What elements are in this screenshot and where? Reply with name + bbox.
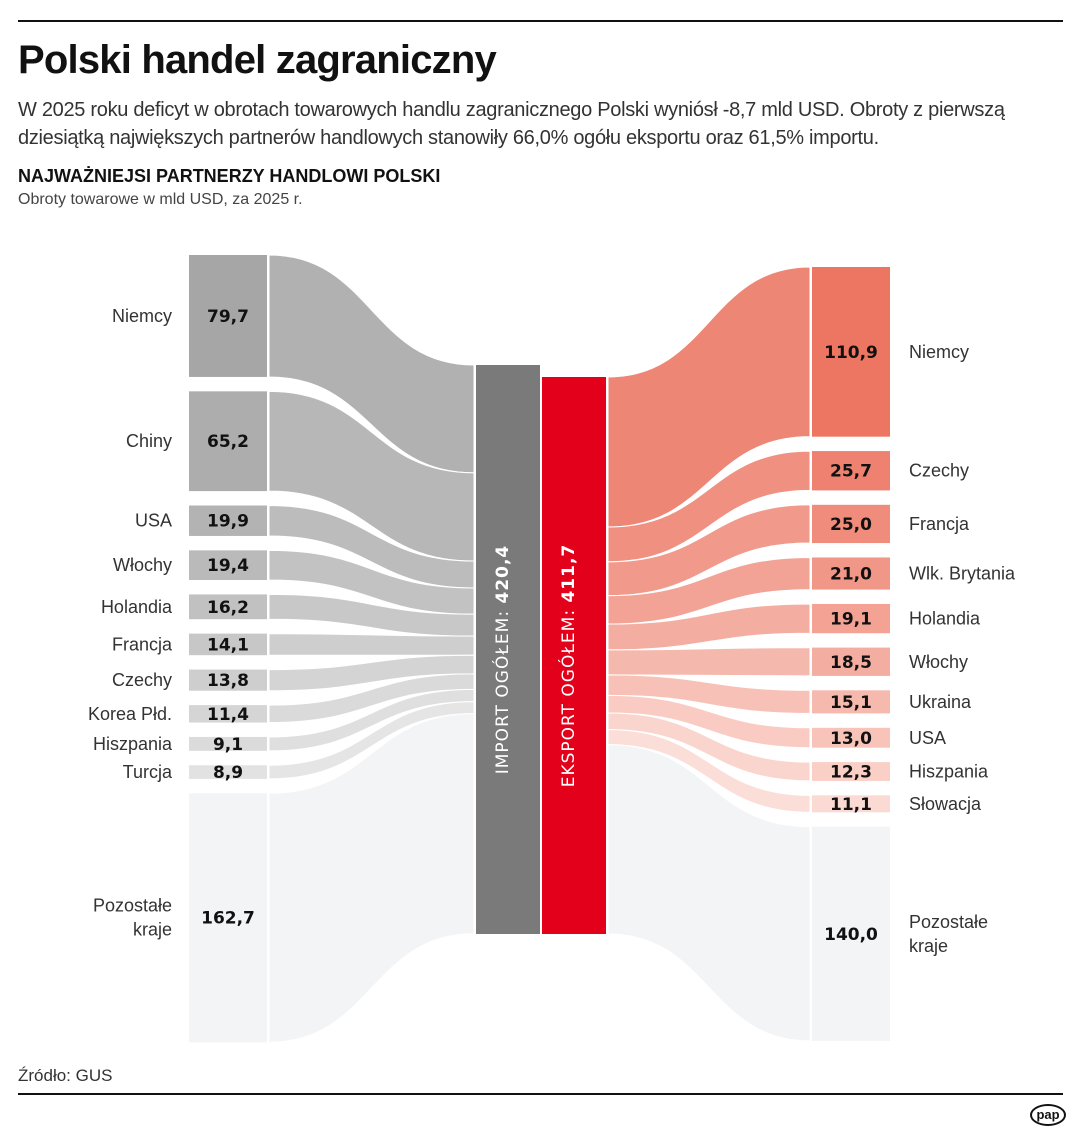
- import-node-holandia: [189, 594, 267, 620]
- export-label-hiszpania: Hiszpania: [909, 762, 989, 782]
- export-node-pozostałe-kraje: [812, 826, 890, 1041]
- import-node-usa: [189, 505, 267, 536]
- import-value-chiny: 65,2: [207, 432, 249, 452]
- import-label-hiszpania: Hiszpania: [93, 734, 173, 754]
- import-value-francja: 14,1: [207, 635, 249, 655]
- import-node-pozostałe-kraje: [189, 793, 267, 1043]
- export-value-pozostałe-kraje: 140,0: [824, 925, 878, 945]
- import-value-korea-płd-: 11,4: [207, 705, 249, 725]
- import-node-korea-płd-: [189, 705, 267, 723]
- export-value-ukraina: 15,1: [830, 693, 872, 713]
- import-label-niemcy: Niemcy: [112, 306, 172, 326]
- export-value-holandia: 19,1: [830, 610, 872, 630]
- export-value-niemcy: 110,9: [824, 343, 878, 363]
- chart-title: NAJWAŻNIEJSI PARTNERZY HANDLOWI POLSKI: [18, 166, 441, 186]
- import-node-turcja: [189, 765, 267, 779]
- import-node-niemcy: [189, 255, 267, 377]
- import-node-włochy: [189, 550, 267, 581]
- export-node-czechy: [812, 451, 890, 491]
- import-value-turcja: 8,9: [213, 763, 243, 783]
- export-label-pozostałe-kraje: Pozostałe kraje: [909, 912, 988, 956]
- import-node-czechy: [189, 669, 267, 691]
- export-value-słowacja: 11,1: [830, 795, 872, 815]
- export-label-włochy: Włochy: [909, 652, 968, 672]
- export-node-holandia: [812, 603, 890, 634]
- import-flow-francja: [268, 633, 475, 656]
- export-label-niemcy: Niemcy: [909, 342, 969, 362]
- export-label-czechy: Czechy: [909, 461, 969, 481]
- export-value-usa: 13,0: [830, 729, 872, 749]
- export-label-usa: USA: [909, 728, 946, 748]
- import-value-hiszpania: 9,1: [213, 735, 243, 755]
- import-label-holandia: Holandia: [101, 597, 173, 617]
- import-label-czechy: Czechy: [112, 670, 172, 690]
- export-flow-pozostałe-kraje: [607, 744, 811, 1042]
- import-value-usa: 19,9: [207, 512, 249, 532]
- import-label-turcja: Turcja: [123, 762, 173, 782]
- import-label-włochy: Włochy: [113, 555, 172, 575]
- import-total-label: IMPORT OGÓŁEM: 420,4: [491, 545, 513, 775]
- subtitle: W 2025 roku deficyt w obrotach towarowyc…: [18, 99, 1005, 149]
- import-node-hiszpania: [189, 736, 267, 751]
- export-label-wlk-brytania: Wlk. Brytania: [909, 564, 1016, 584]
- export-node-ukraina: [812, 690, 890, 714]
- export-value-włochy: 18,5: [830, 653, 872, 673]
- export-value-francja: 25,0: [830, 515, 872, 535]
- chart-subtitle: Obroty towarowe w mld USD, za 2025 r.: [18, 191, 303, 208]
- import-total-bar: [476, 365, 540, 934]
- export-value-wlk-brytania: 21,0: [830, 565, 872, 585]
- import-value-niemcy: 79,7: [207, 307, 249, 327]
- export-node-wlk-brytania: [812, 557, 890, 590]
- export-node-usa: [812, 727, 890, 748]
- export-label-słowacja: Słowacja: [909, 794, 982, 814]
- top-rule: [18, 20, 1063, 22]
- import-node-chiny: [189, 391, 267, 492]
- export-value-hiszpania: 12,3: [830, 763, 872, 783]
- bottom-rule: [18, 1093, 1063, 1095]
- source-note: Źródło: GUS: [18, 1066, 113, 1085]
- export-value-czechy: 25,7: [830, 462, 872, 482]
- export-node-hiszpania: [812, 762, 890, 781]
- export-label-francja: Francja: [909, 514, 970, 534]
- import-node-francja: [189, 633, 267, 656]
- export-node-francja: [812, 504, 890, 544]
- pap-logo: pap: [1030, 1104, 1066, 1126]
- import-value-włochy: 19,4: [207, 556, 249, 576]
- import-flow-pozostałe-kraje: [268, 713, 475, 1043]
- export-label-ukraina: Ukraina: [909, 692, 972, 712]
- import-value-pozostałe-kraje: 162,7: [201, 909, 255, 929]
- export-total-label: EKSPORT OGÓŁEM: 411,7: [557, 544, 579, 788]
- import-label-pozostałe-kraje: Pozostałe kraje: [93, 896, 172, 940]
- export-total-bar: [542, 377, 606, 934]
- export-node-niemcy: [812, 267, 890, 437]
- import-value-holandia: 16,2: [207, 598, 249, 618]
- export-flow-francja: [607, 504, 811, 597]
- import-label-usa: USA: [135, 511, 172, 531]
- export-node-włochy: [812, 647, 890, 676]
- import-label-chiny: Chiny: [126, 431, 172, 451]
- import-label-korea-płd-: Korea Płd.: [88, 704, 172, 724]
- import-value-czechy: 13,8: [207, 671, 249, 691]
- export-flow-włochy: [607, 647, 811, 677]
- page-title: Polski handel zagraniczny: [18, 38, 497, 82]
- export-node-słowacja: [812, 795, 890, 813]
- export-label-holandia: Holandia: [909, 609, 981, 629]
- import-label-francja: Francja: [112, 634, 173, 654]
